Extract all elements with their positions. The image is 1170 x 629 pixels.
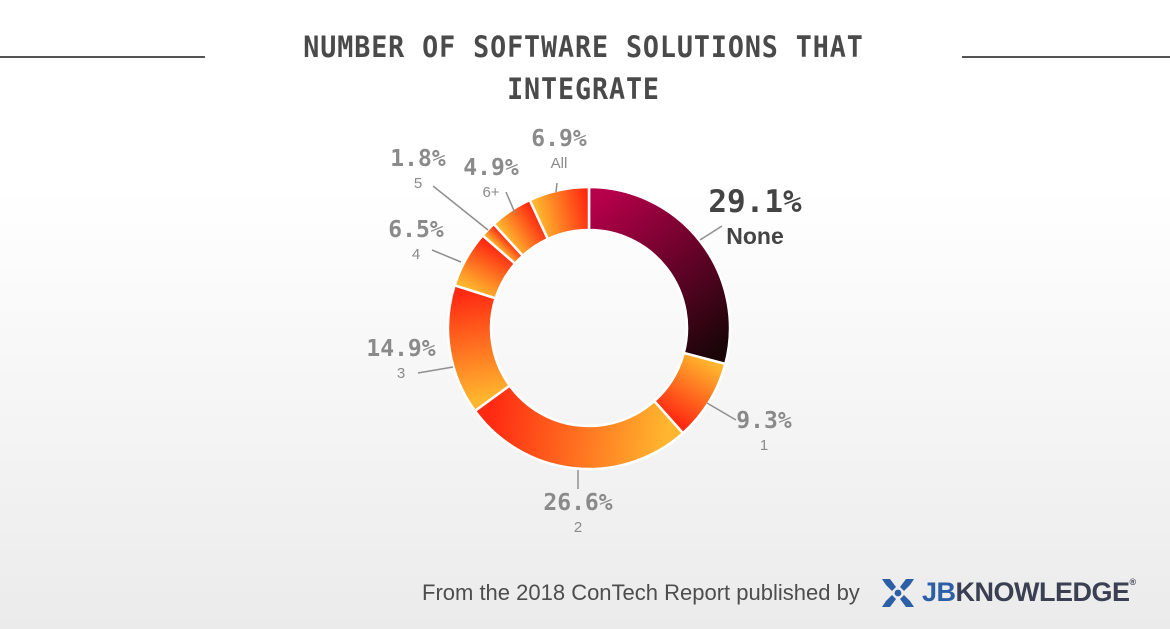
chart-title: NUMBER OF SOFTWARE SOLUTIONS THAT INTEGR…	[303, 30, 864, 106]
logo-jb: JB	[922, 577, 956, 607]
slice-all	[528, 185, 591, 241]
leader-line	[699, 225, 723, 241]
category-label: 6+	[482, 184, 499, 201]
category-label: All	[551, 155, 568, 172]
logo-knowledge: KNOWLEDGE	[955, 577, 1131, 607]
category-label: 3	[397, 365, 405, 382]
logo-registered-mark: ®	[1129, 577, 1137, 587]
leader-line	[431, 249, 462, 263]
leader-line	[432, 185, 489, 231]
leader-line	[555, 182, 558, 193]
category-label: 2	[574, 519, 582, 536]
leader-line	[505, 191, 516, 214]
category-label: 5	[414, 175, 422, 192]
category-label: 4	[412, 246, 420, 263]
value-label: 29.1%	[708, 184, 802, 220]
jbknowledge-logo-text: JBKNOWLEDGE®	[922, 577, 1136, 608]
title-divider-right	[962, 56, 1170, 58]
footer: From the 2018 ConTech Report published b…	[0, 572, 1170, 612]
slice-none	[587, 185, 732, 366]
slice-3	[446, 283, 512, 413]
jbknowledge-logo-icon	[882, 579, 914, 607]
category-label: None	[726, 223, 784, 249]
value-label: 6.9%	[531, 126, 587, 152]
title-divider-left	[0, 56, 205, 58]
value-label: 6.5%	[388, 217, 444, 243]
leader-line	[417, 366, 454, 374]
leader-line	[706, 402, 737, 421]
category-label: 1	[760, 437, 768, 454]
value-label: 9.3%	[736, 408, 792, 434]
footer-credit: From the 2018 ConTech Report published b…	[422, 580, 860, 605]
value-label: 26.6%	[543, 490, 612, 516]
value-label: 4.9%	[463, 155, 519, 181]
value-label: 1.8%	[390, 146, 446, 172]
title-row: NUMBER OF SOFTWARE SOLUTIONS THAT INTEGR…	[0, 26, 1170, 106]
slice-2	[473, 383, 685, 471]
value-label: 14.9%	[366, 336, 435, 362]
